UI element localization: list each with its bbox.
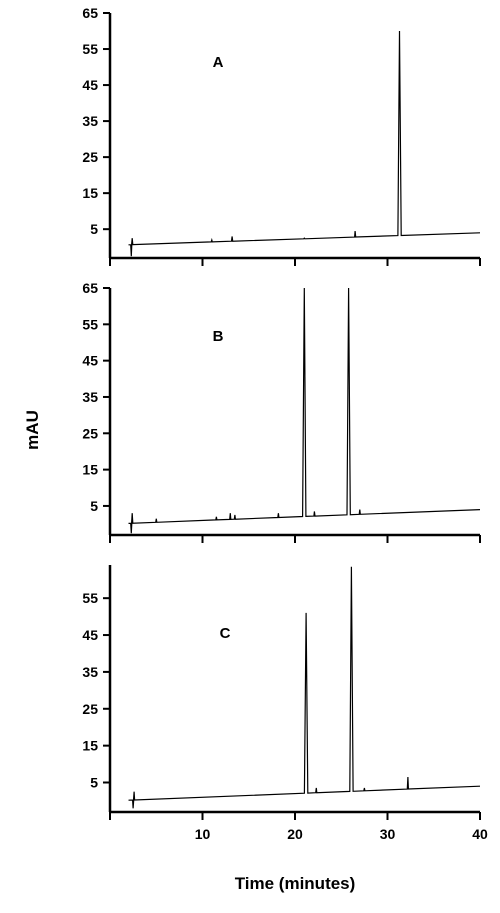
y-tick-label: 65 <box>82 5 98 21</box>
y-tick-label: 45 <box>82 353 98 369</box>
y-tick-label: 25 <box>82 425 98 441</box>
x-tick-label: 30 <box>380 826 396 842</box>
y-tick-label: 45 <box>82 627 98 643</box>
trace-line <box>128 30 481 257</box>
trace-line <box>128 287 481 534</box>
y-tick-label: 55 <box>82 590 98 606</box>
y-tick-label: 25 <box>82 149 98 165</box>
x-axis-label: Time (minutes) <box>235 874 356 893</box>
y-tick-label: 55 <box>82 41 98 57</box>
y-tick-label: 5 <box>90 498 98 514</box>
y-tick-label: 55 <box>82 316 98 332</box>
y-tick-label: 35 <box>82 389 98 405</box>
y-tick-label: 5 <box>90 775 98 791</box>
x-tick-label: 20 <box>287 826 303 842</box>
y-axis-label: mAU <box>23 410 42 450</box>
y-tick-label: 5 <box>90 221 98 237</box>
y-tick-label: 35 <box>82 664 98 680</box>
panel-a: 5 15 25 35 45 55 65 A <box>82 5 481 266</box>
panel-label: C <box>220 625 231 642</box>
trace-line <box>128 566 481 809</box>
panel-b: 5 15 25 35 45 55 65 B <box>82 280 481 543</box>
panel-c: 5 15 25 35 45 55 10 20 30 40 C <box>82 565 488 842</box>
y-tick-label: 15 <box>82 185 98 201</box>
x-tick-label: 10 <box>195 826 211 842</box>
panel-label: A <box>213 54 224 71</box>
y-tick-label: 65 <box>82 280 98 296</box>
y-tick-label: 25 <box>82 701 98 717</box>
panel-label: B <box>213 328 224 345</box>
y-tick-label: 15 <box>82 462 98 478</box>
y-tick-label: 45 <box>82 77 98 93</box>
panels: 5 15 25 35 45 55 65 A 5 15 25 35 45 55 65 B 5 15 25 35 45 55 1… <box>82 5 488 842</box>
x-tick-label: 40 <box>472 826 488 842</box>
y-tick-label: 35 <box>82 113 98 129</box>
y-tick-label: 15 <box>82 738 98 754</box>
